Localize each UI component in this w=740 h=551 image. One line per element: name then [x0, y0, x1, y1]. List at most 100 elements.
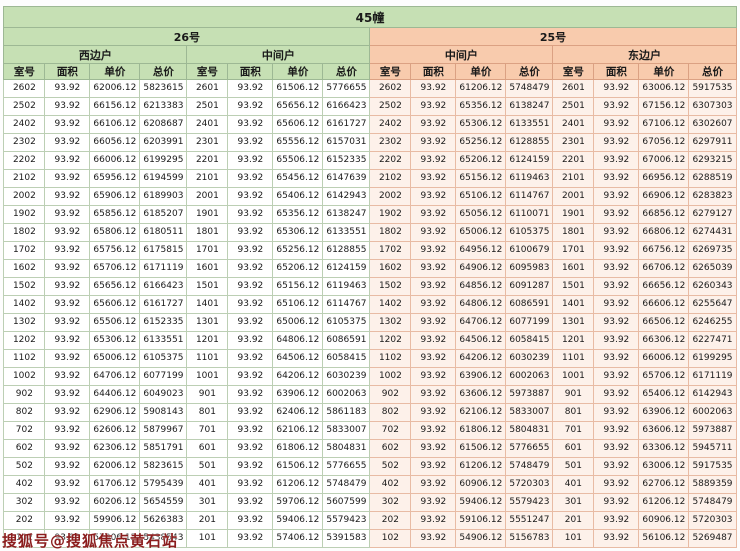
area-cell: 93.92 — [410, 97, 457, 116]
unit-price-cell: 65706.12 — [89, 259, 141, 278]
area-cell: 93.92 — [44, 385, 91, 404]
room-no-cell: 601 — [552, 439, 595, 458]
room-no-cell: 2202 — [369, 151, 412, 170]
unit-price-cell: 60906.12 — [638, 511, 690, 530]
unit-price-cell: 66006.12 — [89, 151, 141, 170]
room-no-cell: 1001 — [186, 367, 229, 386]
unit-price-cell: 62006.12 — [89, 457, 141, 476]
room-no-cell: 1401 — [552, 295, 595, 314]
area-cell: 93.92 — [593, 115, 640, 134]
total-price-cell: 6030239 — [322, 367, 371, 386]
area-cell: 93.92 — [410, 277, 457, 296]
total-price-cell: 6138247 — [322, 205, 371, 224]
total-price-cell: 5748479 — [505, 79, 554, 98]
column-header-unit-price: 单价 — [272, 63, 324, 80]
room-no-cell: 202 — [369, 511, 412, 530]
area-cell: 93.92 — [410, 349, 457, 368]
total-price-cell: 6133551 — [322, 223, 371, 242]
total-price-cell: 5823615 — [139, 79, 188, 98]
room-no-cell: 1702 — [3, 241, 46, 260]
total-price-cell: 6105375 — [505, 223, 554, 242]
area-cell: 93.92 — [593, 349, 640, 368]
total-price-cell: 6307303 — [688, 97, 737, 116]
area-cell: 93.92 — [44, 529, 91, 548]
total-price-cell: 6302607 — [688, 115, 737, 134]
unit-price-cell: 64806.12 — [455, 295, 507, 314]
room-no-cell: 1601 — [186, 259, 229, 278]
section-row: 西边户 中间户 中间户 东边户 — [3, 45, 737, 64]
total-price-cell: 6100679 — [505, 241, 554, 260]
room-no-cell: 902 — [369, 385, 412, 404]
room-no-cell: 1301 — [186, 313, 229, 332]
area-cell: 93.92 — [410, 313, 457, 332]
area-cell: 93.92 — [593, 475, 640, 494]
total-price-cell: 6265039 — [688, 259, 737, 278]
room-no-cell: 1801 — [186, 223, 229, 242]
section-header-west: 西边户 — [3, 45, 188, 64]
total-price-cell: 5889359 — [688, 475, 737, 494]
unit-price-cell: 63906.12 — [638, 403, 690, 422]
table-row: 2402 93.92 66106.12 6208687 2401 93.92 65606.1… — [3, 115, 737, 134]
room-no-cell: 1402 — [369, 295, 412, 314]
area-cell: 93.92 — [593, 421, 640, 440]
total-price-cell: 5833007 — [322, 421, 371, 440]
unit-price-cell: 64956.12 — [455, 241, 507, 260]
section-header-east: 东边户 — [552, 45, 737, 64]
unit-price-cell: 65406.12 — [638, 385, 690, 404]
unit-price-cell: 66006.12 — [638, 349, 690, 368]
total-price-cell: 6095983 — [505, 259, 554, 278]
room-no-cell: 2502 — [3, 97, 46, 116]
unit-price-cell: 62406.12 — [272, 403, 324, 422]
total-price-cell: 5654559 — [139, 493, 188, 512]
area-cell: 93.92 — [593, 187, 640, 206]
total-price-cell: 6152335 — [322, 151, 371, 170]
column-header-unit-price: 单价 — [638, 63, 690, 80]
table-row: 1102 93.92 65006.12 6105375 1101 93.92 64506.1… — [3, 349, 737, 368]
unit-price-cell: 65756.12 — [89, 241, 141, 260]
total-price-cell: 6002063 — [688, 403, 737, 422]
room-no-cell: 1402 — [3, 295, 46, 314]
area-cell: 93.92 — [44, 457, 91, 476]
total-price-cell: 6260343 — [688, 277, 737, 296]
column-header-area: 面积 — [44, 63, 91, 80]
unit-price-cell: 67156.12 — [638, 97, 690, 116]
total-price-cell: 6138247 — [505, 97, 554, 116]
room-no-cell: 1301 — [552, 313, 595, 332]
unit-price-cell: 66756.12 — [638, 241, 690, 260]
area-cell: 93.92 — [227, 187, 274, 206]
room-no-cell: 2001 — [552, 187, 595, 206]
sohu-watermark: 搜狐号@搜狐焦点黄石站 — [2, 532, 179, 550]
room-no-cell: 701 — [552, 421, 595, 440]
column-header-area: 面积 — [593, 63, 640, 80]
total-price-cell: 5720303 — [505, 475, 554, 494]
area-cell: 93.92 — [410, 169, 457, 188]
unit-price-cell: 64206.12 — [272, 367, 324, 386]
area-cell: 93.92 — [227, 79, 274, 98]
area-cell: 93.92 — [593, 403, 640, 422]
total-price-cell: 6175815 — [139, 241, 188, 260]
unit-price-cell: 64906.12 — [455, 259, 507, 278]
unit-price-cell: 61206.12 — [272, 475, 324, 494]
room-no-cell: 1501 — [552, 277, 595, 296]
unit-price-cell: 65856.12 — [89, 205, 141, 224]
room-no-cell: 1202 — [3, 331, 46, 350]
area-cell: 93.92 — [410, 475, 457, 494]
area-cell: 93.92 — [410, 205, 457, 224]
table-row: 502 93.92 62006.12 5823615 501 93.92 61506.12 5… — [3, 457, 737, 476]
unit-price-cell: 66956.12 — [638, 169, 690, 188]
unit-price-cell: 61506.12 — [455, 439, 507, 458]
unit-price-cell: 65656.12 — [89, 277, 141, 296]
room-no-cell: 1002 — [3, 367, 46, 386]
unit-price-cell: 61206.12 — [638, 493, 690, 512]
total-price-cell: 6147639 — [322, 169, 371, 188]
area-cell: 93.92 — [410, 421, 457, 440]
area-cell: 93.92 — [410, 493, 457, 512]
group-header-26: 26号 — [3, 27, 371, 46]
total-price-cell: 5748479 — [505, 457, 554, 476]
unit-price-cell: 62706.12 — [638, 475, 690, 494]
unit-price-cell: 59406.12 — [272, 511, 324, 530]
room-no-cell: 2302 — [369, 133, 412, 152]
area-cell: 93.92 — [593, 439, 640, 458]
area-cell: 93.92 — [593, 493, 640, 512]
unit-price-cell: 61506.12 — [272, 457, 324, 476]
